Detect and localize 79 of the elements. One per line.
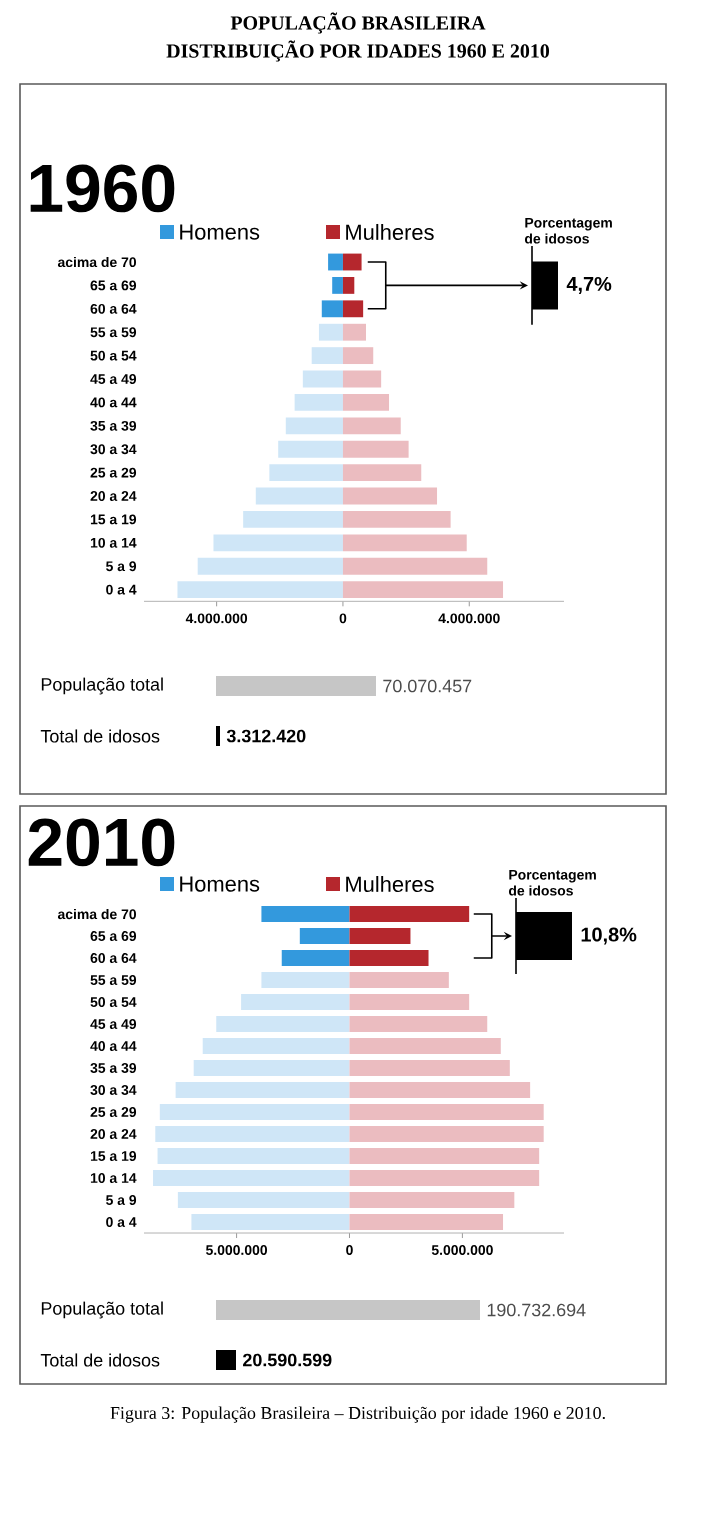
- text: 2010: [28, 818, 175, 867]
- legend-label: Mulheres: [346, 223, 434, 241]
- bar: [342, 253, 362, 271]
- text: População total: [41, 1301, 163, 1319]
- bar: [349, 950, 429, 966]
- legend-label: Mulheres: [346, 875, 434, 893]
- bar: [202, 1038, 350, 1054]
- bar: [255, 487, 343, 505]
- bar: [342, 510, 451, 528]
- bar: [321, 300, 343, 318]
- text: Total de idosos: [40, 1353, 160, 1367]
- chart-subtitle: DISTRIBUIÇÃO POR IDADES 1960 E 2010: [166, 40, 550, 62]
- bar: [285, 417, 343, 435]
- bar: [177, 581, 343, 599]
- legend-label: Homens: [180, 224, 260, 240]
- bar: [349, 1126, 544, 1142]
- text: 1960: [30, 164, 175, 213]
- bar: [349, 994, 470, 1010]
- legend-label: Homens: [180, 876, 260, 892]
- bar: [349, 1170, 540, 1186]
- bar: [216, 1016, 350, 1032]
- bar: [349, 1060, 510, 1076]
- text: Total de idosos: [40, 729, 160, 743]
- bar: [349, 972, 449, 988]
- bar: [349, 1192, 515, 1208]
- bar: [261, 972, 350, 988]
- bar: [342, 534, 467, 552]
- bar: [278, 440, 343, 458]
- bar: [349, 1148, 540, 1164]
- bar: [342, 347, 374, 365]
- text: 3.312.420: [226, 729, 306, 743]
- bar: [342, 440, 409, 458]
- bar: [191, 1214, 350, 1230]
- bar: [261, 906, 350, 922]
- bar: [177, 1192, 350, 1208]
- text: 20.590.599: [243, 1353, 332, 1367]
- bar: [153, 1170, 350, 1186]
- bar: [155, 1126, 350, 1142]
- bar: [311, 347, 343, 365]
- bar: [349, 1082, 531, 1098]
- bar: [342, 487, 438, 505]
- bar: [281, 950, 350, 966]
- bar: [342, 323, 366, 341]
- text: População total: [41, 677, 163, 695]
- bar: [349, 1038, 501, 1054]
- bar: [342, 393, 390, 411]
- bar: [241, 994, 350, 1010]
- bar: [159, 1104, 350, 1120]
- bar: [318, 323, 343, 341]
- bar: [349, 1016, 488, 1032]
- bar: [342, 370, 382, 388]
- text: 190.732.694: [487, 1303, 586, 1317]
- bar: [349, 928, 411, 944]
- bar: [193, 1060, 350, 1076]
- bar: [328, 253, 343, 271]
- bar: [294, 393, 343, 411]
- text: 70.070.457: [383, 679, 472, 693]
- chart-title: POPULAÇÃO BRASILEIRA: [230, 12, 486, 34]
- bar: [332, 276, 343, 294]
- bar: [342, 417, 401, 435]
- bar: [175, 1082, 350, 1098]
- text: 10,8%: [581, 927, 637, 945]
- bar: [269, 464, 343, 482]
- bar: [197, 557, 343, 575]
- bar: [342, 464, 422, 482]
- bar: [302, 370, 343, 388]
- bar: [243, 510, 343, 528]
- bar: [349, 906, 470, 922]
- bar: [342, 300, 364, 318]
- bar: [342, 276, 355, 294]
- bar: [342, 557, 488, 575]
- bar: [213, 534, 343, 552]
- text: Figura 3: População Brasileira – Distribuição por idade 1960 e 2010.: [110, 1406, 605, 1423]
- bar: [342, 581, 504, 599]
- bar: [349, 1214, 504, 1230]
- bar: [299, 928, 350, 944]
- text: 4,7%: [566, 276, 612, 294]
- bar: [157, 1148, 350, 1164]
- bar: [349, 1104, 544, 1120]
